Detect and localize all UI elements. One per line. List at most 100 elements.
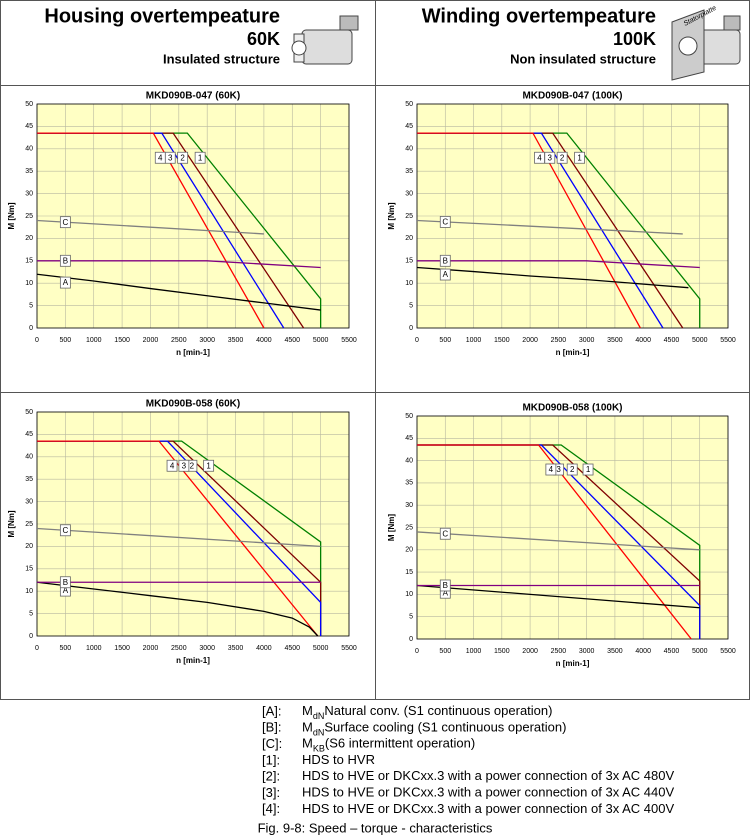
chart-title: MKD090B-047 (100K) (522, 91, 622, 102)
label-box (556, 151, 568, 164)
series-label: A (63, 278, 69, 287)
series-label: C (62, 526, 68, 535)
x-tick-label: 0 (415, 337, 419, 344)
label-box (566, 463, 578, 476)
chart-title: MKD090B-058 (100K) (522, 403, 622, 414)
note-text: HDS to HVE or DKCxx.3 with a power conne… (302, 785, 674, 800)
note-key: [4]: (262, 801, 280, 816)
curve (36, 273, 321, 311)
y-tick-label: 20 (25, 235, 33, 242)
note-subscript: dN (313, 728, 325, 738)
notes: [A]: MdNNatural conv. (S1 continuous oper… (262, 703, 674, 816)
y-tick-label: 30 (405, 190, 413, 197)
x-tick-label: 2500 (551, 337, 567, 344)
label-box (439, 216, 451, 228)
x-tick-label: 4500 (664, 337, 680, 344)
note-subscript: dN (313, 711, 325, 721)
x-tick-label: 3500 (228, 337, 244, 344)
y-tick-label: 5 (29, 610, 33, 617)
note-body: HDS to HVR (302, 752, 375, 767)
y-tick-label: 35 (405, 480, 413, 487)
x-tick-label: 500 (439, 337, 451, 344)
label-box (59, 576, 71, 589)
note-body: Surface cooling (S1 continuous operation… (324, 720, 566, 735)
x-tick-label: 5000 (313, 337, 329, 344)
series-label: C (62, 218, 68, 227)
y-tick-label: 30 (25, 190, 33, 197)
curve (417, 260, 700, 269)
y-tick-label: 10 (405, 591, 413, 598)
note-body: HDS to HVE or DKCxx.3 with a power conne… (302, 801, 674, 816)
x-tick-label: 0 (415, 648, 419, 655)
y-tick-label: 30 (25, 498, 33, 505)
chart-title: MKD090B-058 (60K) (146, 399, 240, 410)
caption: Fig. 9-8: Speed – torque - characteristi… (258, 820, 493, 835)
label-box (194, 151, 206, 164)
y-tick-label: 40 (25, 146, 33, 153)
x-tick-label: 500 (60, 645, 72, 652)
x-tick-label: 3500 (607, 337, 623, 344)
label-box (439, 579, 451, 592)
label-box (166, 459, 178, 472)
curve (416, 531, 700, 551)
y-tick-label: 5 (409, 302, 413, 309)
note-body: HDS to HVE or DKCxx.3 with a power conne… (302, 769, 674, 784)
note-text: MdNNatural conv. (S1 continuous operatio… (302, 703, 552, 721)
plot-frame (416, 103, 729, 329)
note-symbol: M (302, 736, 313, 751)
x-axis-label: n [min-1] (556, 348, 590, 357)
note-symbol: M (302, 720, 313, 735)
x-tick-label: 5500 (720, 337, 736, 344)
note-key: [B]: (262, 720, 282, 735)
plot-frame (36, 411, 350, 637)
note-text: HDS to HVE or DKCxx.3 with a power conne… (302, 769, 674, 784)
chart: 0 500 1000 1500 2000 2500 3000 3500 4000 4500 5000… (7, 399, 357, 665)
series-label: 1 (577, 153, 582, 162)
plot-frame (36, 103, 350, 329)
y-tick-label: 25 (25, 213, 33, 220)
note-text: MKB(S6 intermittent operation) (302, 736, 475, 754)
series-label: A (443, 588, 449, 597)
header-title: Winding overtempeature (422, 5, 656, 27)
x-tick-label: 500 (60, 337, 72, 344)
y-tick-label: 50 (405, 413, 413, 420)
y-tick-label: 30 (405, 502, 413, 509)
note-text: HDS to HVE or DKCxx.3 with a power conne… (302, 801, 674, 816)
y-tick-label: 0 (409, 636, 413, 643)
x-tick-label: 4000 (256, 645, 272, 652)
y-tick-label: 0 (29, 325, 33, 332)
x-tick-label: 2000 (522, 337, 538, 344)
note-key: [1]: (262, 752, 280, 767)
series-label: B (443, 581, 448, 590)
y-tick-label: 35 (25, 476, 33, 483)
y-axis-label: M [Nm] (387, 202, 396, 229)
y-tick-label: 5 (409, 614, 413, 621)
y-tick-label: 25 (405, 213, 413, 220)
series-label: 2 (570, 465, 575, 474)
label-box (59, 524, 71, 537)
x-tick-label: 500 (439, 648, 451, 655)
x-tick-label: 1500 (114, 337, 130, 344)
y-tick-label: 25 (405, 524, 413, 531)
x-tick-label: 5000 (692, 648, 708, 655)
note-subscript: KB (313, 744, 325, 754)
label-box (439, 527, 451, 540)
x-tick-label: 3500 (228, 645, 244, 652)
series-label: A (443, 270, 449, 279)
y-tick-label: 15 (25, 566, 33, 573)
motor-icon (671, 9, 741, 81)
y-tick-label: 20 (25, 543, 33, 550)
x-tick-label: 1000 (466, 337, 482, 344)
label-box (154, 151, 166, 164)
x-tick-label: 3000 (199, 337, 215, 344)
note-key: [3]: (262, 785, 280, 800)
y-tick-label: 10 (25, 588, 33, 595)
y-axis-label: M [Nm] (387, 514, 396, 541)
note-body: HDS to HVE or DKCxx.3 with a power conne… (302, 785, 674, 800)
header-title: Housing overtempeature (44, 5, 280, 27)
x-tick-label: 5000 (313, 645, 329, 652)
y-tick-label: 50 (405, 101, 413, 108)
series-label: A (63, 586, 69, 595)
note-key: [A]: (262, 703, 282, 718)
chart-title: MKD090B-047 (60K) (146, 91, 240, 102)
